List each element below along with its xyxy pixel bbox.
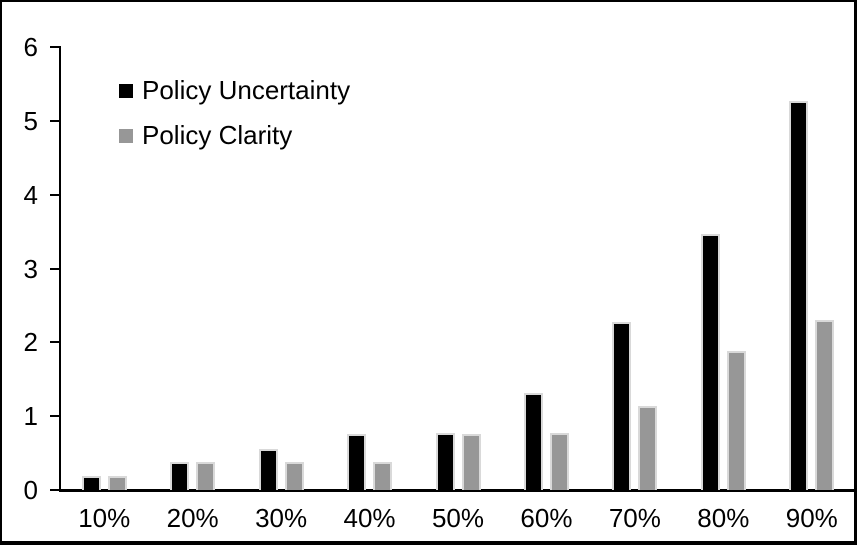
bar-policy-uncertainty-80% xyxy=(701,234,720,490)
y-tick-label: 2 xyxy=(23,327,38,358)
y-tick-label: 4 xyxy=(23,179,38,210)
x-tick-label: 10% xyxy=(78,503,131,533)
bar-policy-uncertainty-70% xyxy=(612,322,631,490)
legend-swatch-gray xyxy=(119,128,133,143)
bar-policy-uncertainty-90% xyxy=(789,101,808,490)
bar-policy-clarity-30% xyxy=(285,462,304,490)
legend-label: Policy Clarity xyxy=(142,120,293,150)
bar-policy-clarity-10% xyxy=(108,476,127,490)
x-tick-label: 50% xyxy=(431,503,485,533)
y-tick xyxy=(50,341,60,344)
bar-policy-clarity-50% xyxy=(462,434,481,490)
bar-policy-clarity-20% xyxy=(196,462,215,490)
x-tick-label: 80% xyxy=(697,503,750,533)
x-axis-line xyxy=(59,489,854,492)
y-tick xyxy=(50,267,60,270)
y-tick xyxy=(50,119,60,122)
y-tick xyxy=(50,193,60,196)
legend-item-policy-clarity: Policy Clarity xyxy=(119,113,350,158)
y-tick-label: 6 xyxy=(23,32,38,62)
y-tick-label: 3 xyxy=(23,253,38,284)
x-tick-label: 60% xyxy=(520,503,573,533)
legend-label: Policy Uncertainty xyxy=(142,75,351,105)
bar-policy-uncertainty-60% xyxy=(524,393,543,490)
y-tick-label: 5 xyxy=(23,105,38,136)
y-tick xyxy=(50,415,60,418)
bar-policy-uncertainty-50% xyxy=(436,433,455,490)
y-tick xyxy=(50,46,60,48)
legend: Policy Uncertainty Policy Clarity xyxy=(119,68,350,158)
bar-policy-uncertainty-20% xyxy=(170,462,189,490)
bar-policy-clarity-80% xyxy=(727,351,746,490)
y-axis-line xyxy=(59,46,61,491)
x-tick-label: 90% xyxy=(785,503,838,533)
y-tick xyxy=(50,489,60,491)
x-tick-label: 70% xyxy=(608,503,661,533)
legend-swatch-black xyxy=(119,83,133,98)
bar-policy-uncertainty-30% xyxy=(259,449,278,490)
bar-policy-clarity-40% xyxy=(373,462,392,490)
x-tick-label: 40% xyxy=(343,503,396,533)
bar-policy-uncertainty-10% xyxy=(82,476,101,490)
x-tick-label: 20% xyxy=(166,503,219,533)
legend-item-policy-uncertainty: Policy Uncertainty xyxy=(119,68,350,113)
bar-policy-clarity-60% xyxy=(550,433,569,490)
y-tick-label: 0 xyxy=(23,475,38,505)
x-tick-label: 30% xyxy=(255,503,308,533)
y-tick-label: 1 xyxy=(23,401,38,432)
bar-policy-uncertainty-40% xyxy=(347,434,366,490)
bar-policy-clarity-90% xyxy=(815,320,834,490)
bar-policy-clarity-70% xyxy=(638,406,657,490)
